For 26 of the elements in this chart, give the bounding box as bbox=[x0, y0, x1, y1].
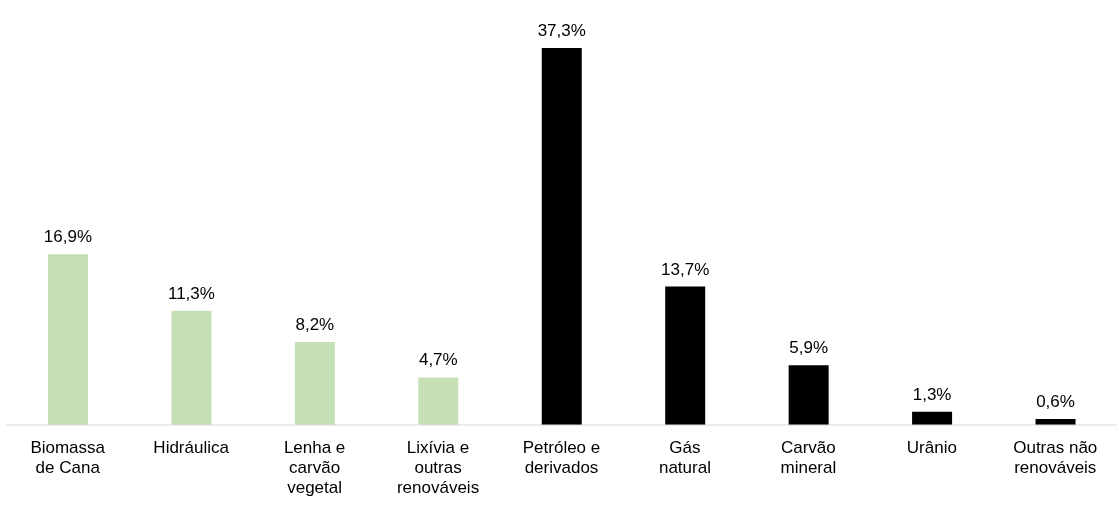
bar bbox=[418, 377, 459, 425]
data-label: 1,3% bbox=[912, 384, 952, 404]
data-label: 16,9% bbox=[43, 227, 93, 247]
data-label: 0,6% bbox=[1036, 391, 1075, 411]
bar bbox=[171, 310, 212, 425]
bar bbox=[912, 411, 953, 425]
data-label: 8,2% bbox=[295, 315, 335, 335]
x-tick-label: Lixívia e outras renováveis bbox=[396, 438, 480, 497]
x-tick-label: Hidráulica bbox=[153, 438, 230, 457]
x-tick-label: Biomassa de Cana bbox=[30, 438, 106, 477]
data-label: 13,7% bbox=[661, 259, 710, 279]
data-label: 5,9% bbox=[789, 338, 829, 358]
data-label: 4,7% bbox=[418, 350, 458, 370]
bar bbox=[294, 342, 335, 425]
data-label: 11,3% bbox=[167, 283, 215, 303]
x-tick-label: Lenha e carvão vegetal bbox=[283, 438, 346, 497]
bar bbox=[541, 48, 582, 425]
x-tick-label: Petróleo e derivados bbox=[522, 438, 601, 477]
x-tick-label: Urânio bbox=[906, 438, 957, 457]
x-tick-label: Outras não renováveis bbox=[1013, 438, 1098, 477]
bar bbox=[665, 286, 706, 425]
bar bbox=[47, 254, 88, 425]
bar bbox=[788, 365, 829, 425]
data-label: 37,3% bbox=[537, 21, 586, 40]
x-tick-label: Gás natural bbox=[658, 438, 711, 477]
x-tick-label: Carvão mineral bbox=[780, 438, 837, 477]
